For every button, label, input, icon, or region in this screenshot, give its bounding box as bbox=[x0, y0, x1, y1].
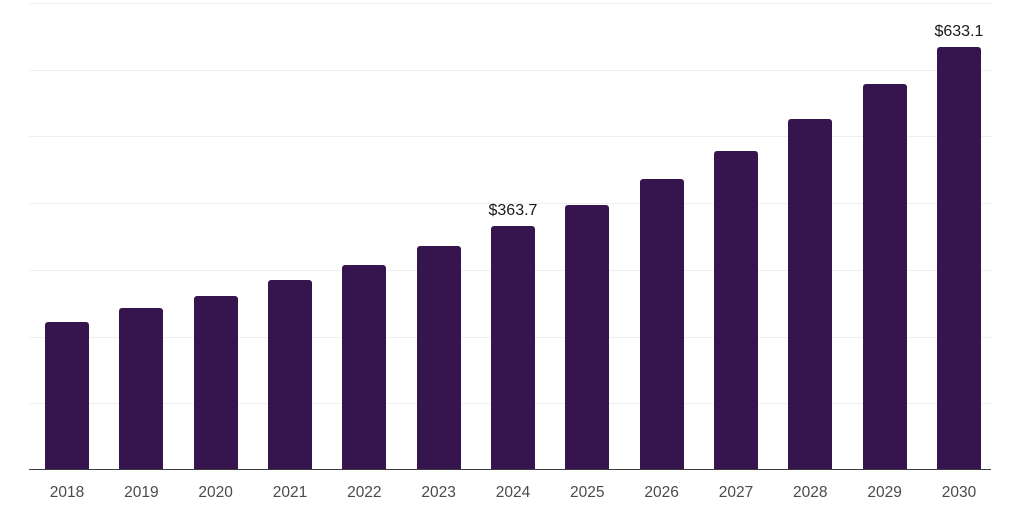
bar-value-label-2024: $363.7 bbox=[488, 202, 538, 220]
x-tick-label-2018: 2018 bbox=[49, 484, 85, 501]
gridline bbox=[29, 3, 991, 4]
bar-2019 bbox=[119, 308, 164, 469]
bar-2027 bbox=[713, 151, 758, 469]
x-tick-label-2028: 2028 bbox=[793, 484, 828, 501]
bar-2022 bbox=[342, 264, 387, 469]
bar-2023 bbox=[416, 245, 461, 469]
bar-value-label-2030: $633.1 bbox=[934, 22, 984, 40]
gridline bbox=[29, 203, 991, 205]
x-tick-label-2024: 2024 bbox=[495, 484, 531, 501]
x-axis-labels: 2018 2019 2020 2021 2022 2023 2024 2025 2026 2027… bbox=[29, 471, 991, 511]
bar-2024 bbox=[490, 226, 535, 469]
x-tick-label-2020: 2020 bbox=[198, 484, 233, 501]
bar-2021 bbox=[267, 280, 312, 469]
bar-2026 bbox=[639, 178, 684, 469]
x-tick-label-2023: 2023 bbox=[421, 484, 456, 501]
gridline bbox=[29, 136, 991, 138]
x-tick-label-2027: 2027 bbox=[718, 484, 754, 501]
bar-2025 bbox=[565, 204, 610, 469]
gridline bbox=[29, 69, 991, 71]
bar-2030 bbox=[936, 46, 981, 469]
x-tick-label-2021: 2021 bbox=[272, 484, 308, 501]
bar-2028 bbox=[788, 119, 833, 469]
x-tick-label-2026: 2026 bbox=[644, 484, 679, 501]
x-tick-label-2019: 2019 bbox=[124, 484, 159, 501]
bar-2018 bbox=[45, 322, 89, 469]
x-tick-label-2025: 2025 bbox=[570, 484, 605, 501]
plot-area: $363.7 $633.1 bbox=[29, 0, 991, 470]
x-tick-label-2029: 2029 bbox=[867, 484, 902, 501]
x-tick-label-2030: 2030 bbox=[941, 484, 977, 501]
bar-2020 bbox=[193, 295, 238, 469]
x-tick-label-2022: 2022 bbox=[347, 484, 382, 501]
bar-2029 bbox=[862, 84, 907, 469]
